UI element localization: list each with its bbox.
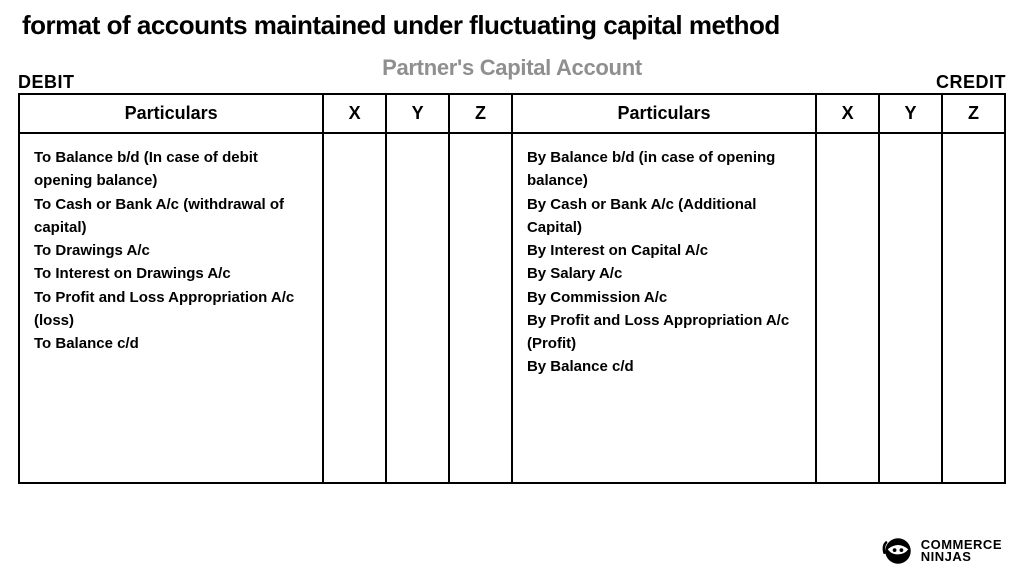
list-item: To Balance b/d (In case of debit opening…: [34, 146, 308, 193]
credit-particulars-cell: By Balance b/d (in case of opening balan…: [512, 133, 816, 483]
list-item: By Balance c/d: [527, 355, 801, 378]
credit-z-cell: [942, 133, 1005, 483]
list-item: To Cash or Bank A/c (withdrawal of capit…: [34, 193, 308, 240]
col-particulars-debit: Particulars: [19, 94, 323, 133]
list-item: By Commission A/c: [527, 286, 801, 309]
brand-text: COMMERCE NINJAS: [921, 539, 1002, 564]
table-header-row: Particulars X Y Z Particulars X Y Z: [19, 94, 1005, 133]
col-z-debit: Z: [449, 94, 512, 133]
account-subtitle: Partner's Capital Account: [18, 55, 1006, 81]
credit-label: CREDIT: [936, 72, 1006, 93]
debit-y-cell: [386, 133, 449, 483]
credit-y-cell: [879, 133, 942, 483]
list-item: To Balance c/d: [34, 332, 308, 355]
page-title: format of accounts maintained under fluc…: [22, 10, 1006, 41]
ninja-icon: [881, 534, 915, 568]
list-item: By Balance b/d (in case of opening balan…: [527, 146, 801, 193]
list-item: By Cash or Bank A/c (Additional Capital): [527, 193, 801, 240]
list-item: By Interest on Capital A/c: [527, 239, 801, 262]
col-z-credit: Z: [942, 94, 1005, 133]
debit-label: DEBIT: [18, 72, 75, 93]
brand-logo: COMMERCE NINJAS: [881, 534, 1002, 568]
debit-particulars-cell: To Balance b/d (In case of debit opening…: [19, 133, 323, 483]
subheader: Partner's Capital Account DEBIT CREDIT: [18, 55, 1006, 87]
col-particulars-credit: Particulars: [512, 94, 816, 133]
col-x-debit: X: [323, 94, 386, 133]
list-item: To Drawings A/c: [34, 239, 308, 262]
table-body-row: To Balance b/d (In case of debit opening…: [19, 133, 1005, 483]
col-y-debit: Y: [386, 94, 449, 133]
debit-x-cell: [323, 133, 386, 483]
capital-account-table: Particulars X Y Z Particulars X Y Z To B…: [18, 93, 1006, 484]
page: format of accounts maintained under fluc…: [0, 0, 1024, 576]
debit-z-cell: [449, 133, 512, 483]
col-x-credit: X: [816, 94, 879, 133]
list-item: By Profit and Loss Appropriation A/c (Pr…: [527, 309, 801, 356]
brand-line2: NINJAS: [921, 551, 1002, 563]
credit-x-cell: [816, 133, 879, 483]
list-item: To Profit and Loss Appropriation A/c (lo…: [34, 286, 308, 333]
list-item: By Salary A/c: [527, 262, 801, 285]
list-item: To Interest on Drawings A/c: [34, 262, 308, 285]
col-y-credit: Y: [879, 94, 942, 133]
